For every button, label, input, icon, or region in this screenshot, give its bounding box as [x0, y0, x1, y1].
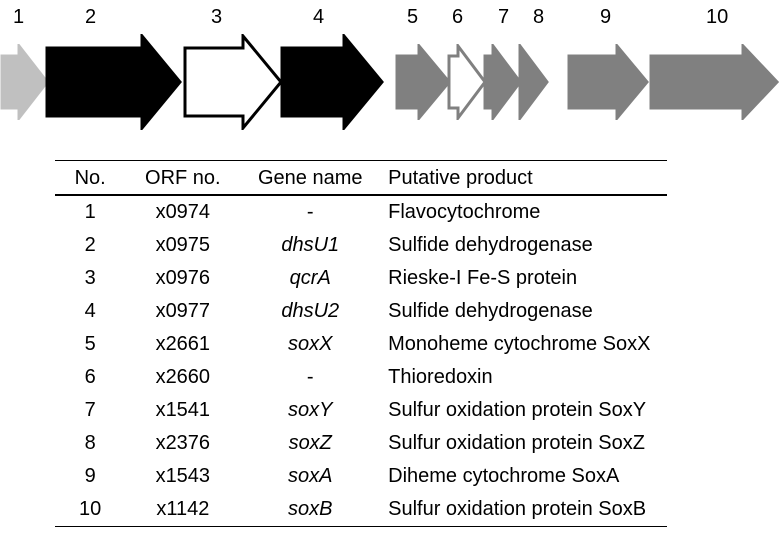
cell-no: 4: [55, 295, 125, 328]
cell-orf: x0977: [125, 295, 240, 328]
cell-orf: x0976: [125, 262, 240, 295]
cell-gene: soxZ: [240, 427, 380, 460]
cell-gene: soxA: [240, 460, 380, 493]
cell-gene: soxY: [240, 394, 380, 427]
cell-orf: x0974: [125, 196, 240, 230]
table-row: 8x2376soxZSulfur oxidation protein SoxZ: [55, 427, 667, 460]
gene-arrow: [0, 44, 49, 120]
cell-no: 3: [55, 262, 125, 295]
cell-gene: qcrA: [240, 262, 380, 295]
col-orf: ORF no.: [125, 161, 240, 195]
cell-gene: -: [240, 196, 380, 230]
gene-arrow: [280, 34, 384, 130]
cell-product: Thioredoxin: [380, 361, 667, 394]
table-row: 7x1541soxYSulfur oxidation protein SoxY: [55, 394, 667, 427]
cell-orf: x2376: [125, 427, 240, 460]
cell-no: 2: [55, 229, 125, 262]
col-no: No.: [55, 161, 125, 195]
arrow-label: 8: [533, 6, 544, 29]
cell-orf: x0975: [125, 229, 240, 262]
cell-orf: x2661: [125, 328, 240, 361]
cell-gene: soxB: [240, 493, 380, 527]
gene-arrow: [447, 44, 487, 120]
cell-no: 7: [55, 394, 125, 427]
gene-arrow: [518, 44, 549, 120]
cell-product: Monoheme cytochrome SoxX: [380, 328, 667, 361]
cell-product: Sulfur oxidation protein SoxB: [380, 493, 667, 527]
col-gene: Gene name: [240, 161, 380, 195]
gene-arrow: [395, 44, 451, 120]
arrow-label: 2: [85, 6, 96, 29]
table-row: 6x2660-Thioredoxin: [55, 361, 667, 394]
cell-no: 10: [55, 493, 125, 527]
cell-product: Diheme cytochrome SoxA: [380, 460, 667, 493]
cell-orf: x1543: [125, 460, 240, 493]
gene-cluster-figure: { "labels": ["1","2","3","4","5","6","7"…: [0, 0, 779, 559]
cell-no: 6: [55, 361, 125, 394]
arrow-label: 10: [706, 6, 728, 29]
cell-gene: dhsU1: [240, 229, 380, 262]
table-row: 10x1142soxBSulfur oxidation protein SoxB: [55, 493, 667, 527]
gene-arrow: [483, 44, 522, 120]
arrow-label: 3: [211, 6, 222, 29]
cell-orf: x1541: [125, 394, 240, 427]
arrow-label: 5: [407, 6, 418, 29]
arrow-diagram: 1 2 3 4 5 6 7 8 9 10: [0, 0, 779, 140]
gene-arrow: [649, 44, 779, 120]
table-row: 5x2661soxXMonoheme cytochrome SoxX: [55, 328, 667, 361]
cell-product: Sulfide dehydrogenase: [380, 295, 667, 328]
cell-product: Rieske-I Fe-S protein: [380, 262, 667, 295]
cell-gene: dhsU2: [240, 295, 380, 328]
arrow-label: 7: [498, 6, 509, 29]
table-row: 4x0977dhsU2Sulfide dehydrogenase: [55, 295, 667, 328]
cell-no: 8: [55, 427, 125, 460]
table-row: 3x0976qcrARieske-I Fe-S protein: [55, 262, 667, 295]
cell-product: Sulfur oxidation protein SoxY: [380, 394, 667, 427]
cell-orf: x2660: [125, 361, 240, 394]
arrow-label: 9: [600, 6, 611, 29]
arrow-label: 6: [452, 6, 463, 29]
arrow-label: 4: [313, 6, 324, 29]
cell-gene: -: [240, 361, 380, 394]
cell-orf: x1142: [125, 493, 240, 527]
col-product: Putative product: [380, 161, 667, 195]
cell-no: 9: [55, 460, 125, 493]
cell-product: Sulfur oxidation protein SoxZ: [380, 427, 667, 460]
cell-product: Flavocytochrome: [380, 196, 667, 230]
table-row: 1x0974-Flavocytochrome: [55, 196, 667, 230]
table-row: 2x0975dhsU1Sulfide dehydrogenase: [55, 229, 667, 262]
gene-arrow: [45, 34, 182, 130]
gene-table: No. ORF no. Gene name Putative product 1…: [55, 160, 667, 527]
arrow-label: 1: [13, 6, 24, 29]
cell-product: Sulfide dehydrogenase: [380, 229, 667, 262]
gene-arrow: [567, 44, 649, 120]
cell-no: 5: [55, 328, 125, 361]
cell-gene: soxX: [240, 328, 380, 361]
gene-arrow: [183, 34, 283, 130]
table-row: 9x1543soxADiheme cytochrome SoxA: [55, 460, 667, 493]
cell-no: 1: [55, 196, 125, 230]
